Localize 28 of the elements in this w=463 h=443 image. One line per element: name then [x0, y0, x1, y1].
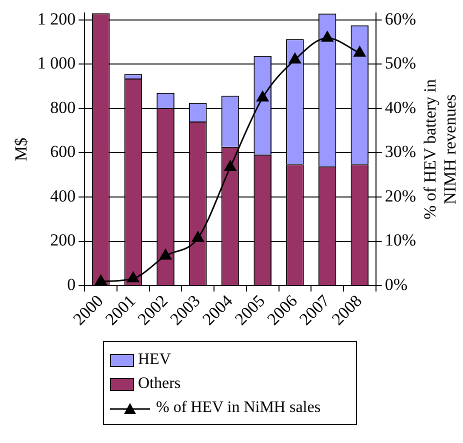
y-tick-label: 600: [50, 142, 76, 162]
legend-label: Others: [138, 375, 181, 393]
point: [94, 274, 107, 286]
y-tick-label: 1 000: [37, 54, 76, 73]
y-tick-label: 800: [50, 98, 76, 117]
y2-tick-label: 20%: [384, 186, 416, 206]
point: [354, 46, 366, 57]
point: [127, 272, 140, 282]
y2-tick-label: 0%: [384, 275, 408, 294]
y2-tick-label: 60%: [384, 9, 416, 28]
y2-tick-label: 50%: [384, 54, 416, 73]
y-tick-label: 400: [50, 186, 76, 206]
legend-label: HEV: [138, 351, 171, 369]
y2-axis-title: % of HEV battery in NIMH revenues: [420, 78, 460, 220]
y2-tick-label: 30%: [384, 142, 416, 162]
point: [160, 249, 172, 260]
y2-tick-label: 40%: [384, 98, 416, 117]
y-axis-title: M$: [12, 138, 31, 162]
point: [224, 160, 236, 172]
y2-tick-label: 10%: [384, 230, 416, 250]
point: [192, 231, 204, 242]
y-tick-label: 1 200: [37, 9, 76, 28]
point: [289, 52, 301, 64]
y-tick-label: 0: [67, 275, 76, 294]
point: [321, 31, 334, 42]
y-tick-label: 200: [50, 230, 76, 250]
point: [256, 91, 269, 102]
legend-label: % of HEV in NiMH sales: [156, 399, 321, 417]
